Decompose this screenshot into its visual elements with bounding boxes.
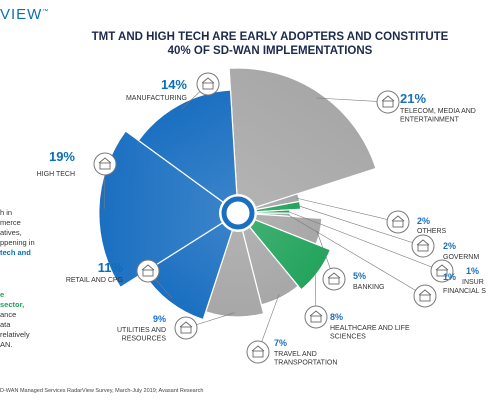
data-label: 11%: [98, 260, 124, 275]
leader-line: [296, 197, 399, 223]
medical-icon-glyph: [309, 310, 323, 323]
data-label: 1%: [443, 272, 456, 282]
category-label: BANKING: [353, 284, 385, 291]
chart-title-line-1: TMT AND HIGH TECH ARE EARLY ADOPTERS AND…: [91, 31, 449, 43]
medical-icon: [304, 305, 328, 329]
category-label: TELECOM, MEDIA AND ENTERTAINMENT: [400, 108, 476, 124]
data-label: 5%: [353, 271, 366, 281]
chart-slice: [228, 67, 377, 210]
side-text-line: h in: [0, 208, 13, 217]
airplane-icon: [246, 340, 270, 364]
side-text-line: atives,: [0, 228, 22, 237]
robot-arm-icon-glyph: [98, 157, 112, 170]
dots-icon: [386, 210, 410, 234]
side-text-line: ppening in: [0, 238, 35, 247]
brand-logo: VIEW™: [0, 6, 50, 23]
data-label: 2%: [417, 216, 430, 226]
satellite-dish-icon-glyph: [381, 95, 395, 108]
leader-line: [297, 205, 424, 247]
hub-ring: [221, 196, 255, 230]
lightbulb-icon: [174, 316, 198, 340]
leader-line: [287, 214, 426, 297]
chart-title-line-2: 40% OF SD-WAN IMPLEMENTATIONS: [167, 45, 373, 57]
side-text-line: tech and: [0, 248, 31, 257]
data-label: 21%: [400, 91, 426, 106]
money-icon: [413, 284, 437, 308]
shopping-cart-icon: [136, 259, 160, 283]
side-text-line: ata: [0, 320, 11, 329]
leader-line: [316, 97, 389, 103]
category-label: INSUR: [462, 279, 484, 286]
dots-icon-glyph: [391, 215, 405, 228]
leader-line: [287, 211, 443, 272]
lightbulb-icon-glyph: [179, 321, 193, 334]
data-label: 7%: [274, 338, 287, 348]
side-text-line: merce: [0, 218, 21, 227]
data-label: 14%: [161, 77, 187, 92]
bank-icon: [322, 267, 346, 291]
factory-icon: [196, 72, 220, 96]
category-label: OTHERS: [417, 228, 447, 235]
umbrella-icon-glyph: [435, 264, 449, 277]
airplane-icon-glyph: [251, 345, 265, 358]
side-text-line: sector,: [0, 300, 25, 309]
side-text-line: e: [0, 290, 5, 299]
satellite-dish-icon: [376, 90, 400, 114]
data-label: 2%: [443, 241, 456, 251]
side-text-line: ance: [0, 310, 17, 319]
factory-icon-glyph: [201, 77, 215, 90]
money-icon-glyph: [418, 289, 432, 302]
data-label: 9%: [153, 314, 166, 324]
data-label: 8%: [330, 312, 343, 322]
category-label: UTILITIES AND RESOURCES: [117, 327, 166, 343]
side-text-line: AN.: [0, 340, 13, 349]
category-label: HEALTHCARE AND LIFE SCIENCES: [330, 325, 410, 341]
government-icon-glyph: [416, 239, 430, 252]
footer-source: D-WAN Managed Services RadarView Survey,…: [0, 388, 204, 394]
data-label: 1%: [466, 266, 479, 276]
category-label: HIGH TECH: [37, 171, 75, 178]
robot-arm-icon: [93, 152, 117, 176]
category-label: FINANCIAL S: [443, 288, 486, 295]
government-icon: [411, 234, 435, 258]
bank-icon-glyph: [327, 272, 341, 285]
category-label: TRAVEL AND TRANSPORTATION: [274, 351, 337, 367]
umbrella-icon: [430, 259, 454, 283]
category-label: RETAIL AND CPG: [66, 277, 123, 284]
shopping-cart-icon-glyph: [141, 264, 155, 277]
data-label: 19%: [49, 149, 75, 164]
category-label: MANUFACTURING: [126, 95, 187, 102]
chart-title: TMT AND HIGH TECH ARE EARLY ADOPTERS AND…: [70, 30, 470, 58]
category-label: GOVERNM: [443, 254, 479, 261]
side-text-line: relatively: [0, 330, 30, 339]
